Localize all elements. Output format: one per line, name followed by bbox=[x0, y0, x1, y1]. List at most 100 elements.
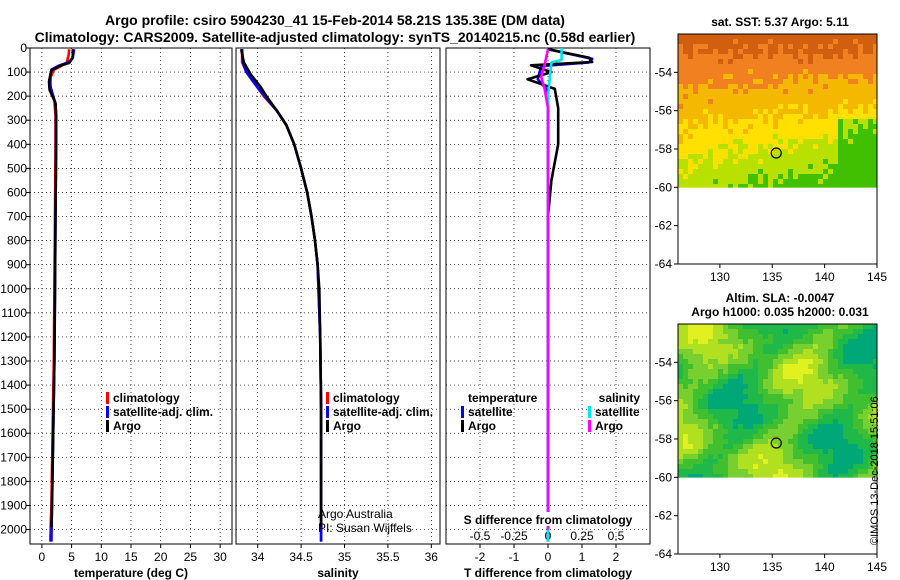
map-cell bbox=[808, 139, 814, 145]
map-cell bbox=[848, 79, 854, 85]
map-cell bbox=[808, 84, 814, 90]
map-cell bbox=[868, 69, 874, 75]
map-cell bbox=[708, 109, 714, 115]
map-cell bbox=[803, 144, 809, 150]
map-cell bbox=[833, 464, 839, 470]
map-cell bbox=[773, 89, 779, 95]
map-cell bbox=[763, 419, 769, 425]
map-cell bbox=[828, 114, 834, 120]
map-cell bbox=[783, 459, 789, 465]
map-cell bbox=[678, 414, 684, 420]
map-cell bbox=[683, 389, 689, 395]
map-cell bbox=[853, 329, 859, 335]
map-cell bbox=[818, 184, 824, 188]
x-tick-label: 10 bbox=[95, 550, 109, 564]
map-cell bbox=[833, 84, 839, 90]
map-cell bbox=[848, 134, 854, 140]
map-cell bbox=[703, 154, 709, 160]
map-cell bbox=[823, 169, 829, 175]
map-cell bbox=[808, 149, 814, 155]
map-cell bbox=[798, 369, 804, 375]
map-cell bbox=[863, 339, 869, 345]
map-cell bbox=[858, 409, 864, 415]
map-cell bbox=[833, 44, 839, 50]
legend-temperature-title: temperature bbox=[468, 391, 538, 405]
map-cell bbox=[688, 449, 694, 455]
map-cell bbox=[828, 399, 834, 405]
map-cell bbox=[728, 454, 734, 460]
map-cell bbox=[748, 174, 754, 180]
map-cell bbox=[793, 414, 799, 420]
map-cell bbox=[873, 404, 878, 410]
map-cell bbox=[763, 104, 769, 110]
map-cell bbox=[858, 84, 864, 90]
map-cell bbox=[823, 94, 829, 100]
map-cell bbox=[728, 164, 734, 170]
map-cell bbox=[698, 329, 704, 335]
map-cell bbox=[753, 339, 759, 345]
map-cell bbox=[768, 399, 774, 405]
map-cell bbox=[873, 134, 878, 140]
map-cell bbox=[713, 364, 719, 370]
map-cell bbox=[723, 139, 729, 145]
map-cell bbox=[728, 364, 734, 370]
map-cell bbox=[808, 439, 814, 445]
map-cell bbox=[833, 324, 839, 330]
map-cell bbox=[793, 424, 799, 430]
map-cell bbox=[818, 54, 824, 60]
map-cell bbox=[858, 449, 864, 455]
map-cell bbox=[693, 54, 699, 60]
map-cell bbox=[748, 339, 754, 345]
map-cell bbox=[683, 124, 689, 130]
map-cell bbox=[858, 444, 864, 450]
map-cell bbox=[803, 84, 809, 90]
map-cell bbox=[813, 444, 819, 450]
map-cell bbox=[833, 99, 839, 105]
map-cell bbox=[773, 339, 779, 345]
map-cell bbox=[793, 44, 799, 50]
map-cell bbox=[793, 144, 799, 150]
map-cell bbox=[698, 109, 704, 115]
map-cell bbox=[758, 144, 764, 150]
map-cell bbox=[713, 359, 719, 365]
map-cell bbox=[818, 129, 824, 135]
map-cell bbox=[823, 154, 829, 160]
map-cell bbox=[788, 439, 794, 445]
map-cell bbox=[743, 399, 749, 405]
map-cell bbox=[788, 409, 794, 415]
map-cell bbox=[758, 399, 764, 405]
map-cell bbox=[863, 474, 869, 478]
map-cell bbox=[823, 419, 829, 425]
map-cell bbox=[783, 444, 789, 450]
map-cell bbox=[783, 184, 789, 188]
map-cell bbox=[688, 84, 694, 90]
map-cell bbox=[788, 59, 794, 65]
map-cell bbox=[743, 89, 749, 95]
map-cell bbox=[873, 359, 878, 365]
map-cell bbox=[703, 164, 709, 170]
map-cell bbox=[678, 324, 684, 330]
map-cell bbox=[703, 49, 709, 55]
map-cell bbox=[793, 184, 799, 188]
map-cell bbox=[793, 74, 799, 80]
map-cell bbox=[803, 474, 809, 478]
map-cell bbox=[688, 79, 694, 85]
map-cell bbox=[703, 384, 709, 390]
map-cell bbox=[688, 379, 694, 385]
map-cell bbox=[818, 399, 824, 405]
map-cell bbox=[783, 34, 789, 40]
map-cell bbox=[738, 159, 744, 165]
map-cell bbox=[783, 379, 789, 385]
map-cell bbox=[873, 119, 878, 125]
map-cell bbox=[728, 79, 734, 85]
map-cell bbox=[773, 34, 779, 40]
map-cell bbox=[748, 394, 754, 400]
credit-line-2: PI: Susan Wijffels bbox=[318, 521, 412, 535]
map-cell bbox=[823, 474, 829, 478]
map-cell bbox=[728, 134, 734, 140]
map-cell bbox=[683, 44, 689, 50]
map-cell bbox=[708, 424, 714, 430]
map-cell bbox=[793, 374, 799, 380]
map-cell bbox=[683, 119, 689, 125]
map-cell bbox=[783, 384, 789, 390]
